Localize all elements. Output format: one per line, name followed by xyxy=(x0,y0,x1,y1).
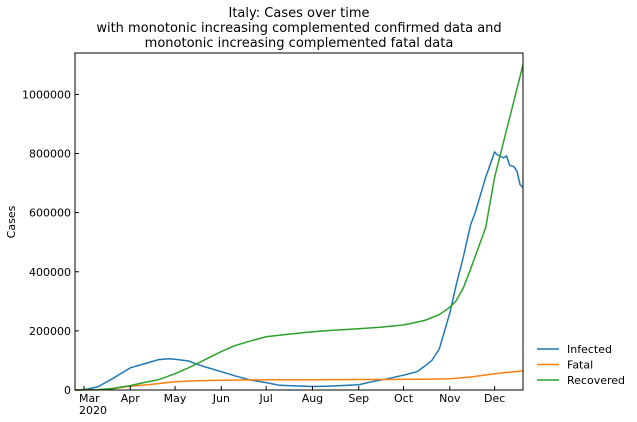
x-tick-label: Oct xyxy=(394,392,414,405)
y-tick-label: 0 xyxy=(64,384,71,397)
x-tick-label: Sep xyxy=(348,392,369,405)
y-tick-label: 400000 xyxy=(29,266,71,279)
legend-label-infected: Infected xyxy=(567,343,612,356)
y-axis: 0 200000 400000 600000 800000 1000000 xyxy=(22,88,79,397)
chart-title-line-3: monotonic increasing complemented fatal … xyxy=(144,36,454,51)
x-tick-label: Dec xyxy=(484,392,505,405)
y-axis-label: Cases xyxy=(5,205,18,238)
x-tick-label: Nov xyxy=(439,392,461,405)
series-layer xyxy=(74,64,524,391)
chart-title-line-2: with monotonic increasing complemented c… xyxy=(96,21,502,36)
legend-label-fatal: Fatal xyxy=(567,359,593,372)
y-tick-label: 200000 xyxy=(29,325,71,338)
x-tick-label: Jul xyxy=(259,392,273,405)
x-tick-label: May xyxy=(164,392,187,405)
series-line-infected xyxy=(74,150,524,391)
y-tick-label: 600000 xyxy=(29,207,71,220)
x-tick-label: Aug xyxy=(302,392,323,405)
x-tick-label: Jun xyxy=(212,392,230,405)
y-tick-label: 800000 xyxy=(29,148,71,161)
x-tick-label: Apr xyxy=(121,392,141,405)
legend: Infected Fatal Recovered xyxy=(537,343,625,387)
x-tick-year-label: 2020 xyxy=(79,404,107,417)
chart-title-line-1: Italy: Cases over time xyxy=(228,6,370,21)
series-line-recovered xyxy=(74,64,524,391)
x-tick-label: Mar xyxy=(79,392,100,405)
legend-label-recovered: Recovered xyxy=(567,374,625,387)
series-line-fatal xyxy=(74,370,524,391)
plot-frame xyxy=(74,52,524,391)
y-tick-label: 1000000 xyxy=(22,88,71,101)
